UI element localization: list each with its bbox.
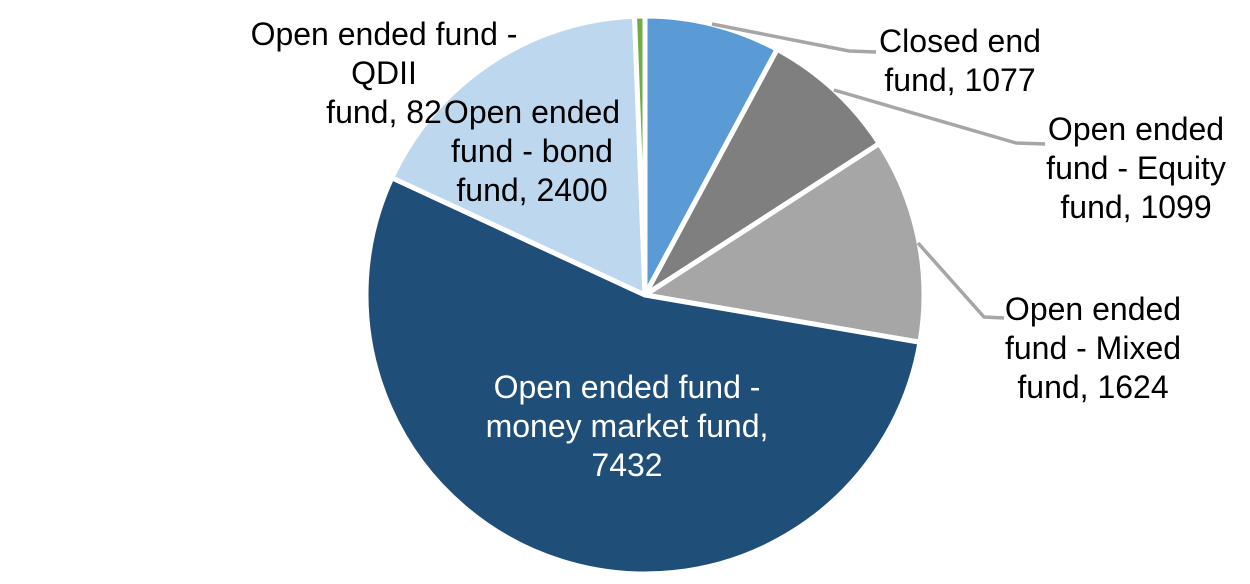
leader-line-mixed-fund [916,241,1005,320]
label-open-ended-money-market-fund: Open ended fund - money market fund, 743… [485,369,769,483]
label-closed-end-fund: Closed end fund, 1077 [879,23,1041,98]
label-open-ended-qdii-fund: Open ended fund - QDII fund, 82 [250,16,518,130]
leader-line-equity-fund [833,88,1046,146]
label-open-ended-bond-fund: Open ended fund - bond fund, 2400 [443,94,621,208]
pie-slice-open-ended-fund-bond-fund [389,13,648,298]
label-open-ended-mixed-fund: Open ended fund - Mixed fund, 1624 [1004,291,1182,405]
label-open-ended-equity-fund: Open ended fund - Equity fund, 1099 [1046,111,1226,225]
pie-slice-open-ended-fund-money-market-fund [363,175,923,577]
pie-slice-open-ended-fund-mixed-fund [642,141,927,345]
leader-line-closed-end-fund [711,22,877,54]
pie-slice-open-ended-fund-qdii-fund [632,13,648,298]
